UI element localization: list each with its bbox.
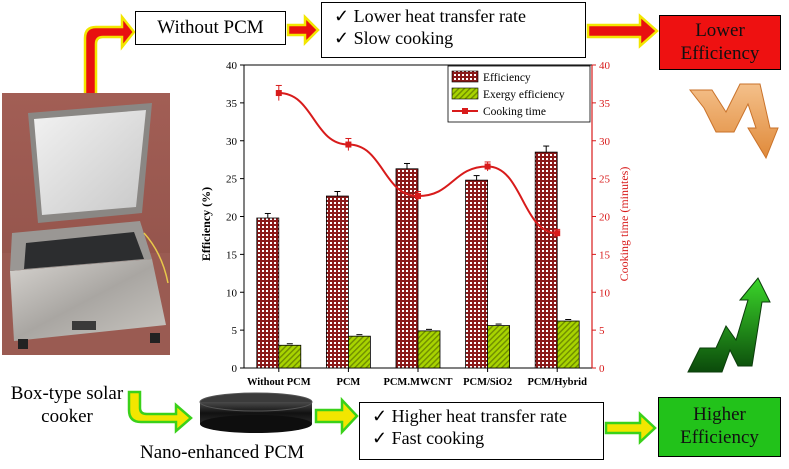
arrow-bullets-to-lower <box>586 13 659 49</box>
bar-efficiency <box>534 151 558 369</box>
bar-exergy <box>278 344 302 369</box>
y-tick-label-right: 20 <box>599 212 611 224</box>
x-tick-label: PCM <box>336 377 360 388</box>
higher-efficiency-label: Higher Efficiency <box>680 404 759 448</box>
y-tick-label-right: 5 <box>599 325 605 337</box>
x-tick-label: Without PCM <box>247 377 311 388</box>
x-tick-label: PCM.MWCNT <box>383 377 452 388</box>
arrow-cooker-to-nano-pcm <box>127 390 193 434</box>
nano-pcm-caption: Nano-enhanced PCM <box>140 442 305 463</box>
point-cooking-time <box>415 193 421 200</box>
y-tick-label-left: 15 <box>226 249 238 261</box>
legend-label-time: Cooking time <box>483 106 546 118</box>
y-axis-label-left: Efficiency (%) <box>199 187 213 261</box>
bar-exergy <box>347 335 371 369</box>
arrow-bullets-to-higher <box>604 411 657 445</box>
y-axis-label-right: Cooking time (minutes) <box>617 167 631 282</box>
y-tick-label-left: 5 <box>232 325 238 337</box>
falling-trend-arrow <box>688 83 779 160</box>
nano-pcm-image <box>199 392 313 433</box>
bullet-higher-heat: ✓ Higher heat transfer rate <box>372 406 567 426</box>
point-cooking-time <box>484 163 491 170</box>
point-cooking-time <box>554 230 561 237</box>
bullet-slow-cooking: ✓ Slow cooking <box>334 27 454 48</box>
check-icon: ✓ <box>372 427 388 448</box>
y-tick-label-right: 10 <box>599 287 611 299</box>
lower-efficiency-box: Lower Efficiency <box>659 15 781 70</box>
point-cooking-time <box>345 141 352 148</box>
y-tick-label-left: 25 <box>226 174 238 186</box>
solar-cooker-caption: Box-type solar cooker <box>10 383 124 428</box>
bullet-lower-heat: ✓ Lower heat transfer rate <box>334 6 526 26</box>
y-tick-label-left: 0 <box>232 363 238 375</box>
bar-efficiency <box>325 195 349 369</box>
higher-bullets-box: ✓ Higher heat transfer rate ✓ Fast cooki… <box>359 402 604 460</box>
y-tick-label-left: 10 <box>226 287 238 299</box>
x-tick-label: PCM/Hybrid <box>527 377 587 388</box>
bullet-fast-cooking: ✓ Fast cooking <box>372 427 485 448</box>
y-tick-label-left: 30 <box>226 136 238 148</box>
y-tick-label-left: 40 <box>226 60 238 72</box>
y-tick-label-right: 30 <box>599 136 611 148</box>
bar-efficiency <box>465 179 489 369</box>
check-icon: ✓ <box>334 6 350 26</box>
y-tick-label-right: 15 <box>599 249 611 261</box>
arrow-without-to-bullets <box>286 13 320 47</box>
bar-exergy <box>417 330 441 369</box>
x-tick-label: PCM/SiO2 <box>463 377 512 388</box>
without-pcm-label: Without PCM <box>157 17 264 39</box>
lower-bullets-box: ✓ Lower heat transfer rate ✓ Slow cookin… <box>321 2 586 58</box>
y-tick-label-left: 35 <box>226 98 238 110</box>
legend-swatch-exergy <box>451 87 479 100</box>
solar-cooker-image <box>2 93 170 355</box>
lower-efficiency-label: Lower Efficiency <box>680 19 760 64</box>
y-tick-label-right: 25 <box>599 174 611 186</box>
legend-marker-time <box>462 108 468 114</box>
without-pcm-box: Without PCM <box>135 11 286 45</box>
rising-trend-arrow <box>687 277 771 373</box>
bar-efficiency <box>395 168 419 369</box>
point-cooking-time <box>275 90 282 97</box>
legend-label-efficiency: Efficiency <box>483 72 531 84</box>
bar-efficiency <box>256 217 280 369</box>
legend-swatch-efficiency <box>451 70 479 83</box>
y-tick-label-right: 0 <box>599 363 605 375</box>
check-icon: ✓ <box>372 406 388 426</box>
efficiency-chart: Efficiency (%) Cooking time (minutes) 0 0… <box>199 60 631 388</box>
higher-efficiency-box: Higher Efficiency <box>658 397 781 457</box>
arrow-nano-to-bullets <box>314 396 359 436</box>
legend-label-exergy: Exergy efficiency <box>483 89 565 101</box>
y-tick-label-left: 20 <box>226 212 238 224</box>
arrow-cooker-to-without-pcm <box>83 13 136 97</box>
check-icon: ✓ <box>334 27 350 48</box>
bar-exergy <box>487 325 511 369</box>
y-tick-label-right: 40 <box>599 60 611 72</box>
bar-exergy <box>556 320 580 369</box>
y-tick-label-right: 35 <box>599 98 611 110</box>
